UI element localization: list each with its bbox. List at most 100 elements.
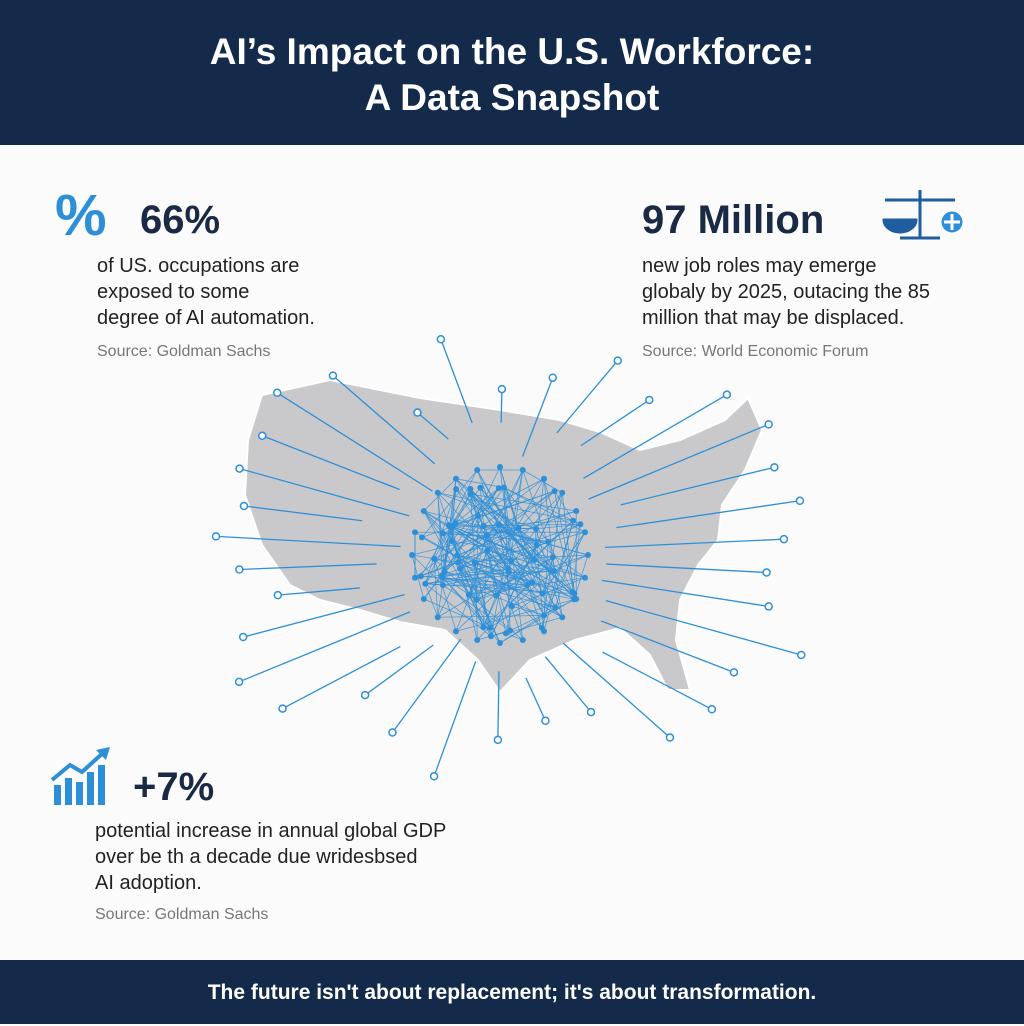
desc-line: of US. occupations are (97, 253, 315, 279)
desc-line: million that may be displaced. (642, 305, 930, 331)
node (452, 520, 458, 526)
stat-desc: new job roles may emerge globaly by 2025… (642, 253, 930, 331)
node (534, 542, 540, 548)
stat-icon: % (55, 182, 107, 249)
node (487, 625, 493, 631)
node (796, 497, 803, 504)
stat-source: Source: Goldman Sachs (97, 343, 270, 361)
node (582, 529, 588, 535)
node (541, 476, 547, 482)
node (588, 709, 595, 716)
node (798, 651, 805, 658)
node (477, 485, 483, 491)
stat-value: 66% (140, 198, 220, 243)
node (474, 467, 480, 473)
node (474, 597, 480, 603)
node (541, 628, 547, 634)
node (577, 521, 583, 527)
scale-icon (884, 190, 964, 238)
us-map (245, 380, 762, 692)
link (526, 678, 546, 721)
node (524, 582, 530, 588)
node (236, 465, 243, 472)
node (501, 485, 507, 491)
node (765, 421, 772, 428)
node (274, 389, 281, 396)
node (771, 464, 778, 471)
node (508, 558, 514, 564)
node (542, 717, 549, 724)
node (763, 569, 770, 576)
node (431, 556, 437, 562)
stat-desc: potential increase in annual global GDP … (95, 818, 446, 896)
node (520, 637, 526, 643)
node (421, 508, 427, 514)
node (484, 533, 490, 539)
node (274, 592, 281, 599)
node (516, 525, 522, 531)
footer: The future isn't about replacement; it's… (0, 960, 1024, 1024)
node (412, 575, 418, 581)
node (453, 476, 459, 482)
node (240, 503, 247, 510)
node (531, 557, 537, 563)
title-line: AI’s Impact on the U.S. Workforce: (0, 0, 1024, 75)
node (573, 596, 579, 602)
node (431, 773, 438, 780)
node (467, 486, 473, 492)
node (440, 530, 446, 536)
link (501, 389, 502, 422)
node (481, 523, 487, 529)
node (570, 518, 576, 524)
node (552, 605, 558, 611)
node (453, 628, 459, 634)
node (573, 508, 579, 514)
node (236, 678, 243, 685)
node (329, 372, 336, 379)
node (480, 624, 486, 630)
link (545, 657, 591, 712)
node (412, 529, 418, 535)
node (496, 522, 502, 528)
node (541, 612, 547, 618)
node (418, 573, 424, 579)
node (472, 560, 478, 566)
desc-line: over be th a decade due wridesbsed (95, 844, 446, 870)
desc-line: globaly by 2025, outacing the 85 (642, 279, 930, 305)
node (474, 637, 480, 643)
node (455, 559, 461, 565)
stat-value: 97 Million (642, 198, 824, 243)
node (545, 539, 551, 545)
desc-line: degree of AI automation. (97, 305, 315, 331)
node (437, 336, 444, 343)
node (780, 536, 787, 543)
node (730, 669, 737, 676)
stat-desc: of US. occupations are exposed to some d… (97, 253, 315, 331)
node (475, 513, 481, 519)
node (497, 640, 503, 646)
node (497, 464, 503, 470)
node (236, 566, 243, 573)
node (484, 548, 490, 554)
node (435, 614, 441, 620)
node (496, 485, 502, 491)
node (533, 526, 539, 532)
node (551, 568, 557, 574)
node (550, 554, 556, 560)
node (449, 538, 455, 544)
header: AI’s Impact on the U.S. Workforce: A Dat… (0, 0, 1024, 145)
desc-line: AI adoption. (95, 870, 446, 896)
node (435, 490, 441, 496)
node (666, 734, 673, 741)
title-line: A Data Snapshot (0, 75, 1024, 121)
link (365, 645, 433, 695)
node (540, 590, 546, 596)
node (614, 357, 621, 364)
node (362, 692, 369, 699)
node (582, 575, 588, 581)
stat-source: Source: World Economic Forum (642, 343, 868, 361)
node (212, 533, 219, 540)
stat-value: +7% (133, 765, 214, 810)
node (466, 592, 472, 598)
